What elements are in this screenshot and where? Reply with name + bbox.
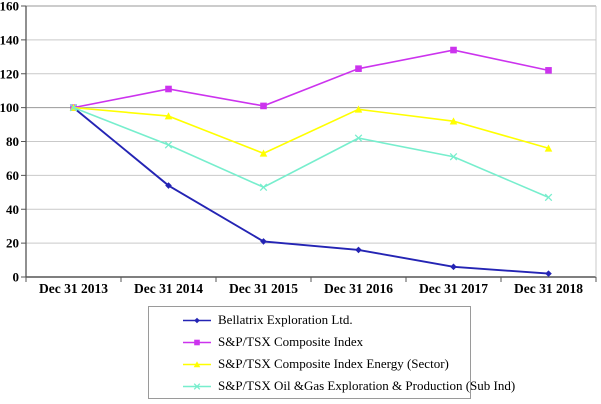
diamond-marker xyxy=(260,238,267,245)
square-marker xyxy=(194,339,200,345)
legend-item-composite-index: S&P/TSX Composite Index xyxy=(183,331,470,353)
legend-line-sample xyxy=(183,339,211,345)
y-axis-label: 100 xyxy=(0,100,19,115)
legend: Bellatrix Exploration Ltd. S&P/TSX Compo… xyxy=(148,306,515,399)
x-marker xyxy=(259,183,268,191)
x-marker xyxy=(544,193,553,202)
legend-label: S&P/TSX Composite Index xyxy=(218,334,364,349)
legend-item-energy-sector: S&P/TSX Composite Index Energy (Sector) xyxy=(183,353,470,375)
legend-label: S&P/TSX Composite Index Energy (Sector) xyxy=(218,356,449,371)
triangle-marker xyxy=(164,112,173,120)
legend-line-sample xyxy=(183,317,211,323)
legend-line-sample xyxy=(183,382,211,390)
y-axis-label: 0 xyxy=(13,270,20,285)
triangle-marker xyxy=(354,105,363,113)
y-axis-label: 80 xyxy=(6,134,19,149)
square-marker xyxy=(355,65,362,72)
x-axis-label: Dec 31 2016 xyxy=(324,281,393,296)
legend-item-bellatrix: Bellatrix Exploration Ltd. xyxy=(183,309,470,331)
square-marker xyxy=(545,67,552,74)
legend-label: S&P/TSX Oil &Gas Exploration & Productio… xyxy=(218,378,516,393)
series-line-3 xyxy=(73,106,549,199)
x-axis-label: Dec 31 2013 xyxy=(39,281,108,296)
diamond-marker xyxy=(545,270,552,277)
x-marker xyxy=(69,103,78,112)
x-marker xyxy=(449,152,458,161)
legend-label: Bellatrix Exploration Ltd. xyxy=(218,312,353,327)
diamond-marker xyxy=(355,246,362,254)
y-axis-label: 60 xyxy=(6,168,19,183)
square-marker xyxy=(450,46,457,54)
diamond-marker xyxy=(165,182,172,189)
diamond-marker xyxy=(194,317,200,323)
y-axis-label: 40 xyxy=(6,202,19,217)
triangle-marker xyxy=(193,360,201,367)
y-axis-label: 160 xyxy=(0,0,19,14)
x-axis-label: Dec 31 2018 xyxy=(514,281,583,296)
series-line-0 xyxy=(72,106,549,275)
square-marker xyxy=(260,102,267,110)
legend-item-oil-gas-subind: S&P/TSX Oil &Gas Exploration & Productio… xyxy=(183,375,515,397)
y-axis-label: 140 xyxy=(0,32,19,47)
y-axis-label: 20 xyxy=(6,236,19,251)
x-marker xyxy=(354,134,363,142)
x-axis-label: Dec 31 2017 xyxy=(419,281,488,296)
x-marker xyxy=(193,382,201,390)
series-line-1 xyxy=(73,49,549,109)
x-marker xyxy=(164,141,173,149)
x-axis-label: Dec 31 2014 xyxy=(134,281,203,296)
y-axis-label: 120 xyxy=(0,66,19,81)
square-marker xyxy=(165,85,172,93)
series-line-2 xyxy=(73,106,549,155)
diamond-marker xyxy=(450,263,457,271)
x-axis-label: Dec 31 2015 xyxy=(229,281,298,296)
legend-line-sample xyxy=(183,360,211,367)
triangle-marker xyxy=(544,144,553,152)
triangle-marker xyxy=(449,117,458,125)
triangle-marker xyxy=(259,149,268,157)
